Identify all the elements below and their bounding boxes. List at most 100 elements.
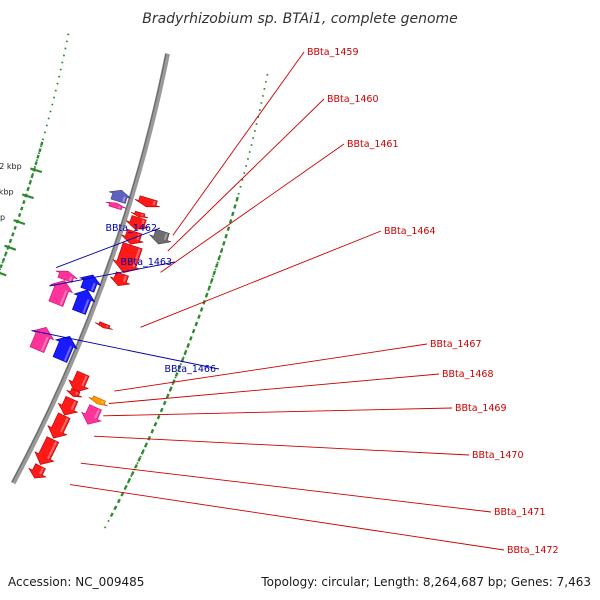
outer-dotted-ring	[102, 73, 269, 532]
label-leader-line	[114, 343, 428, 392]
label-leader-line	[31, 330, 220, 370]
ring-dash-mark	[11, 232, 15, 237]
ring-dash-mark	[197, 314, 201, 320]
ring-dash-mark	[214, 263, 219, 268]
gene-label-bbta-1470[interactable]: BBta_1470	[472, 450, 524, 461]
ring-dash-mark	[204, 292, 209, 298]
gene-bbta-1462[interactable]	[79, 274, 102, 293]
gene-highlight	[140, 219, 145, 227]
gene-highlight	[152, 200, 156, 206]
genome-summary-text: Topology: circular; Length: 8,264,687 bp…	[260, 575, 591, 589]
gene-label-bbta-1464[interactable]: BBta_1464	[384, 226, 436, 237]
gene-label-bbta-1462[interactable]: BBta_1462	[105, 223, 157, 234]
gene-label-bbta-1459[interactable]: BBta_1459	[307, 47, 359, 58]
gene-highlight	[59, 417, 69, 433]
label-leader-line	[93, 435, 470, 456]
ring-dash-mark	[222, 241, 226, 246]
ring-dash-mark	[20, 206, 24, 211]
axis-tick-label: 1546 kbp	[0, 213, 5, 222]
gene-bbta-1472[interactable]	[34, 436, 60, 465]
ring-dash-mark	[1, 257, 6, 262]
gene-bbta-1464[interactable]	[94, 321, 113, 330]
gene-label-bbta-1472[interactable]: BBta_1472	[507, 545, 559, 556]
gene-highlight	[100, 400, 104, 404]
gene-highlight	[39, 467, 44, 475]
ring-dash-mark	[4, 251, 8, 256]
ring-dash-mark	[40, 141, 44, 146]
gene-highlight	[140, 213, 144, 217]
gene-feature[interactable]	[28, 463, 47, 479]
ring-dash-mark	[177, 364, 182, 370]
ring-dash-mark	[137, 456, 142, 462]
ring-dash-mark	[168, 386, 173, 392]
gene-highlight	[122, 196, 126, 203]
gene-bbta-1470[interactable]	[57, 396, 79, 416]
gene-label-bbta-1460[interactable]: BBta_1460	[327, 94, 379, 105]
gene-bbta-1459[interactable]	[125, 215, 149, 230]
gene-feature[interactable]	[134, 195, 160, 208]
gene-highlight	[68, 276, 73, 282]
label-leader-line	[140, 230, 382, 328]
gene-bbta-1467[interactable]	[68, 370, 90, 393]
gene-bbta-1471[interactable]	[47, 412, 71, 439]
ring-dash-mark	[171, 379, 176, 384]
label-leader-line	[103, 407, 453, 417]
ring-dash-mark	[194, 321, 199, 327]
gene-feature[interactable]	[110, 271, 131, 287]
gene-label-bbta-1467[interactable]: BBta_1467	[430, 339, 482, 350]
ring-dash-mark	[186, 343, 190, 349]
ring-dash-mark	[8, 238, 13, 243]
gene-bbta-1463[interactable]	[72, 289, 96, 315]
gene-highlight	[63, 345, 72, 362]
axis-tick-label: 1544 kbp	[0, 188, 14, 197]
coordinate-axis: 1542 kbp1544 kbp1546 kbp1548 kbp1550 kbp…	[0, 162, 43, 277]
label-leader-line	[69, 484, 505, 551]
gene-highlight	[90, 282, 96, 291]
ring-dash-mark	[153, 421, 158, 427]
gene-feature[interactable]	[148, 228, 171, 245]
ring-dash-mark	[188, 336, 193, 341]
ring-dash-mark	[13, 225, 17, 230]
label-leader-line	[80, 462, 492, 513]
gene-label-bbta-1463[interactable]: BBta_1463	[120, 257, 172, 268]
ring-dash-mark	[0, 264, 3, 269]
gene-bbta-1461[interactable]	[112, 242, 143, 274]
ring-dash-mark	[217, 255, 221, 261]
ring-dash-mark	[143, 443, 148, 448]
gene-feature[interactable]	[55, 270, 78, 283]
gene-label-bbta-1466[interactable]: BBta_1466	[164, 364, 216, 375]
gene-bbta-1469[interactable]	[81, 404, 102, 425]
ring-dash-mark	[140, 449, 145, 455]
gene-feature[interactable]	[105, 201, 127, 211]
ring-dash-mark	[191, 328, 196, 334]
label-leader-line	[172, 51, 305, 236]
ring-dash-mark	[231, 211, 235, 217]
ring-dash-mark	[226, 226, 231, 232]
ring-dash-mark	[165, 393, 170, 399]
ring-dash-mark	[17, 212, 22, 218]
ring-dash-mark	[30, 174, 34, 179]
gene-highlight	[136, 233, 141, 241]
gene-bbta-1468[interactable]	[88, 395, 108, 407]
axis-tick-label: 1542 kbp	[0, 162, 22, 171]
accession-text: Accession: NC_009485	[8, 575, 144, 589]
gene-feature[interactable]	[108, 189, 132, 204]
ring-dash-mark	[174, 372, 179, 377]
gene-feature[interactable]	[66, 388, 83, 398]
ring-dash-mark	[233, 204, 237, 209]
ring-dash-mark	[36, 154, 40, 159]
ring-dash-mark	[207, 285, 212, 290]
gene-feature[interactable]	[130, 210, 149, 218]
gene-highlight	[82, 299, 90, 314]
gene-label-bbta-1468[interactable]: BBta_1468	[442, 369, 494, 380]
gene-label-bbta-1471[interactable]: BBta_1471	[494, 507, 546, 518]
ring-dash-mark	[28, 180, 32, 185]
gene-label-bbta-1461[interactable]: BBta_1461	[347, 139, 399, 150]
gene-feature[interactable]	[48, 280, 74, 307]
gene-bbta-1466[interactable]	[52, 335, 78, 363]
axis-tick-mark	[4, 244, 17, 251]
gene-label-bbta-1469[interactable]: BBta_1469	[455, 403, 507, 414]
label-leader-line	[160, 143, 345, 273]
ring-dash-mark	[224, 233, 228, 239]
